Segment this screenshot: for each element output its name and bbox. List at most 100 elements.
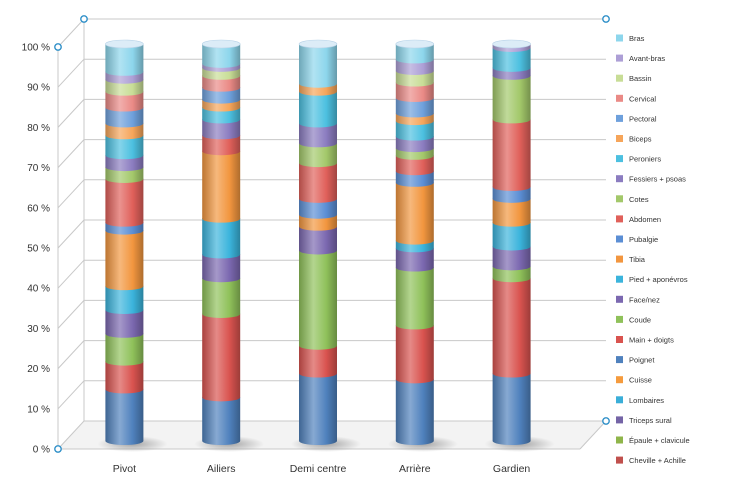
legend-label: Épaule + clavicule [629,436,690,445]
bar-segment-tibia [395,178,434,245]
bar-top-cap [298,39,338,49]
y-tick-label: 30 % [27,324,50,335]
legend-label: Fessiers + psoas [629,175,686,184]
bars [97,39,555,452]
selection-handle[interactable] [602,417,610,425]
legend: Bras Avant-bras Bassin Cervical Pectoral Bice… [616,34,690,465]
legend-label: Pied + aponévros [629,275,688,284]
legend-swatch [616,114,623,122]
bar-segment-face-nez [299,222,337,255]
legend-label: Tibia [629,255,646,264]
legend-swatch [616,416,623,424]
legend-swatch [616,135,623,142]
y-tick-label: 60 % [27,203,50,214]
legend-swatch [616,94,623,102]
bar-segment-pied-apon-vros [492,218,531,251]
legend-swatch [616,34,623,42]
bar-segment-coude [395,263,434,330]
selection-handle[interactable] [80,15,88,23]
y-tick-label: 70 % [27,163,50,174]
bar-top-cap [395,39,435,49]
x-tick-label: Pivot [113,463,136,475]
bar-segment-poignet [299,369,337,445]
gridline-depth [57,219,85,249]
legend-label: Cuisse [629,376,652,385]
legend-label: Main + doigts [629,336,674,345]
selection-handle[interactable] [54,445,62,453]
bar-segment-coude [299,246,337,350]
legend-label: Face/nez [629,295,660,304]
x-tick-label: Arrière [399,463,431,475]
bar-segment-tibia [492,194,531,227]
bar-segment-tibia [105,226,144,291]
legend-label: Cotes [629,195,649,204]
legend-swatch [616,315,623,323]
selection-handle[interactable] [54,43,62,51]
bar-segment-poignet [202,393,241,445]
gridline-depth [57,340,85,369]
x-tick-label: Gardien [493,463,531,475]
bar-segment-face-nez [105,305,144,338]
bar-segment-face-nez [202,250,241,283]
legend-swatch [616,295,623,303]
bar-segment-main-doigts [395,321,434,384]
y-tick-label: 100 % [22,43,50,54]
legend-label: Abdomen [629,215,661,224]
legend-label: Avant-bras [629,54,665,63]
x-axis: Pivot Ailiers Demi centre Arrière Gardien [113,463,531,475]
legend-swatch [616,235,623,243]
legend-swatch [616,74,623,82]
bar-segment-coude [105,329,144,366]
x-tick-label: Demi centre [290,463,347,475]
floor-edge [579,420,607,450]
bar-segment-abdomen [492,115,531,191]
y-tick-label: 40 % [27,284,50,295]
gridline-depth [57,58,85,88]
selection-handle[interactable] [602,15,610,23]
bar-stack-ailiers [194,39,265,452]
legend-swatch [616,195,623,203]
legend-label: Biceps [629,135,652,144]
y-tick-label: 0 % [33,445,50,456]
gridline-depth [57,18,85,48]
bar-segment-bras [105,40,144,76]
bar-segment-tibia [202,147,241,223]
bar-top-cap [201,39,241,49]
legend-label: Lombaires [629,396,664,405]
legend-label: Triceps sural [629,416,672,425]
gridline-depth [57,179,85,209]
bar-segment-main-doigts [492,274,531,378]
bar-stack-pivot [97,39,168,452]
y-tick-label: 10 % [27,404,50,415]
legend-label: Pectoral [629,114,657,123]
legend-swatch [616,356,623,364]
legend-swatch [616,155,623,163]
legend-swatch [616,275,623,283]
y-tick-label: 20 % [27,364,50,375]
bar-segment-abdomen [105,174,144,227]
bar-stack-gardien [484,39,555,452]
y-tick-label: 80 % [27,123,50,134]
bar-segment-bras [299,40,337,88]
legend-swatch [616,436,623,444]
y-axis: 0 % 10 % 20 % 30 % 40 % 50 % 60 % 70 % 80 % 90 % 1… [22,43,50,456]
bar-segment-poignet [395,375,434,445]
bar-segment-peroniers [299,87,337,128]
bar-segment-poignet [105,385,144,445]
bar-top-cap [492,39,531,49]
legend-label: Cervical [629,94,656,103]
legend-label: Cheville + Achille [629,456,686,465]
y-tick-label: 50 % [27,244,50,255]
bar-segment-pied-apon-vros [202,214,241,259]
legend-label: Poignet [629,356,655,365]
gridline-depth [57,300,85,329]
legend-label: Bras [629,34,645,43]
bar-segment-main-doigts [202,309,241,402]
legend-label: Pubalgie [629,235,658,244]
gridline-depth [57,259,85,289]
legend-swatch [616,215,623,223]
legend-swatch [616,54,623,62]
bar-segment-coude [202,274,241,318]
legend-swatch [616,336,623,343]
